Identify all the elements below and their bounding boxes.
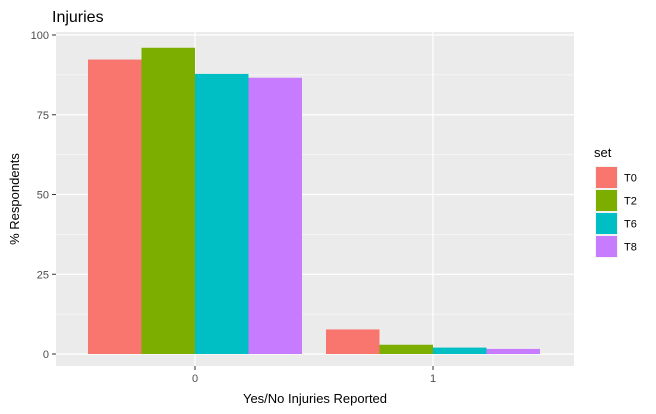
legend-items: T0 T2 T6 T8 bbox=[595, 166, 637, 258]
bar-t8-0 bbox=[248, 77, 302, 354]
y-axis-ticks: 0 25 50 75 100 bbox=[31, 30, 56, 361]
bar-group bbox=[88, 47, 540, 355]
x-axis-title: Yes/No Injuries Reported bbox=[243, 391, 387, 406]
legend: set T0 T2 T6 T8 bbox=[594, 145, 637, 258]
legend-label-t2: T2 bbox=[624, 196, 637, 208]
legend-label-t8: T8 bbox=[624, 242, 637, 254]
y-tick-label: 100 bbox=[31, 30, 49, 42]
legend-label-t0: T0 bbox=[624, 173, 637, 185]
y-axis-title: % Respondents bbox=[7, 153, 22, 245]
chart-title: Injuries bbox=[52, 9, 104, 26]
bar-t6-1 bbox=[433, 347, 487, 354]
bar-t0-0 bbox=[88, 59, 142, 355]
legend-key-t0 bbox=[596, 167, 617, 188]
y-tick-label: 25 bbox=[37, 269, 49, 281]
y-tick-label: 0 bbox=[43, 349, 49, 361]
bar-t2-1 bbox=[379, 344, 433, 354]
legend-label-t6: T6 bbox=[624, 219, 637, 231]
x-tick-label: 0 bbox=[192, 373, 198, 385]
legend-key-t8 bbox=[596, 236, 617, 257]
x-tick-label: 1 bbox=[430, 373, 436, 385]
legend-title: set bbox=[594, 145, 612, 160]
bar-t0-1 bbox=[326, 329, 380, 354]
bar-t2-0 bbox=[141, 47, 195, 354]
bar-t6-0 bbox=[195, 73, 249, 354]
legend-key-t6 bbox=[596, 213, 617, 234]
legend-key-t2 bbox=[596, 190, 617, 211]
y-tick-label: 50 bbox=[37, 190, 49, 202]
bar-t8-1 bbox=[486, 348, 540, 354]
y-tick-label: 75 bbox=[37, 110, 49, 122]
